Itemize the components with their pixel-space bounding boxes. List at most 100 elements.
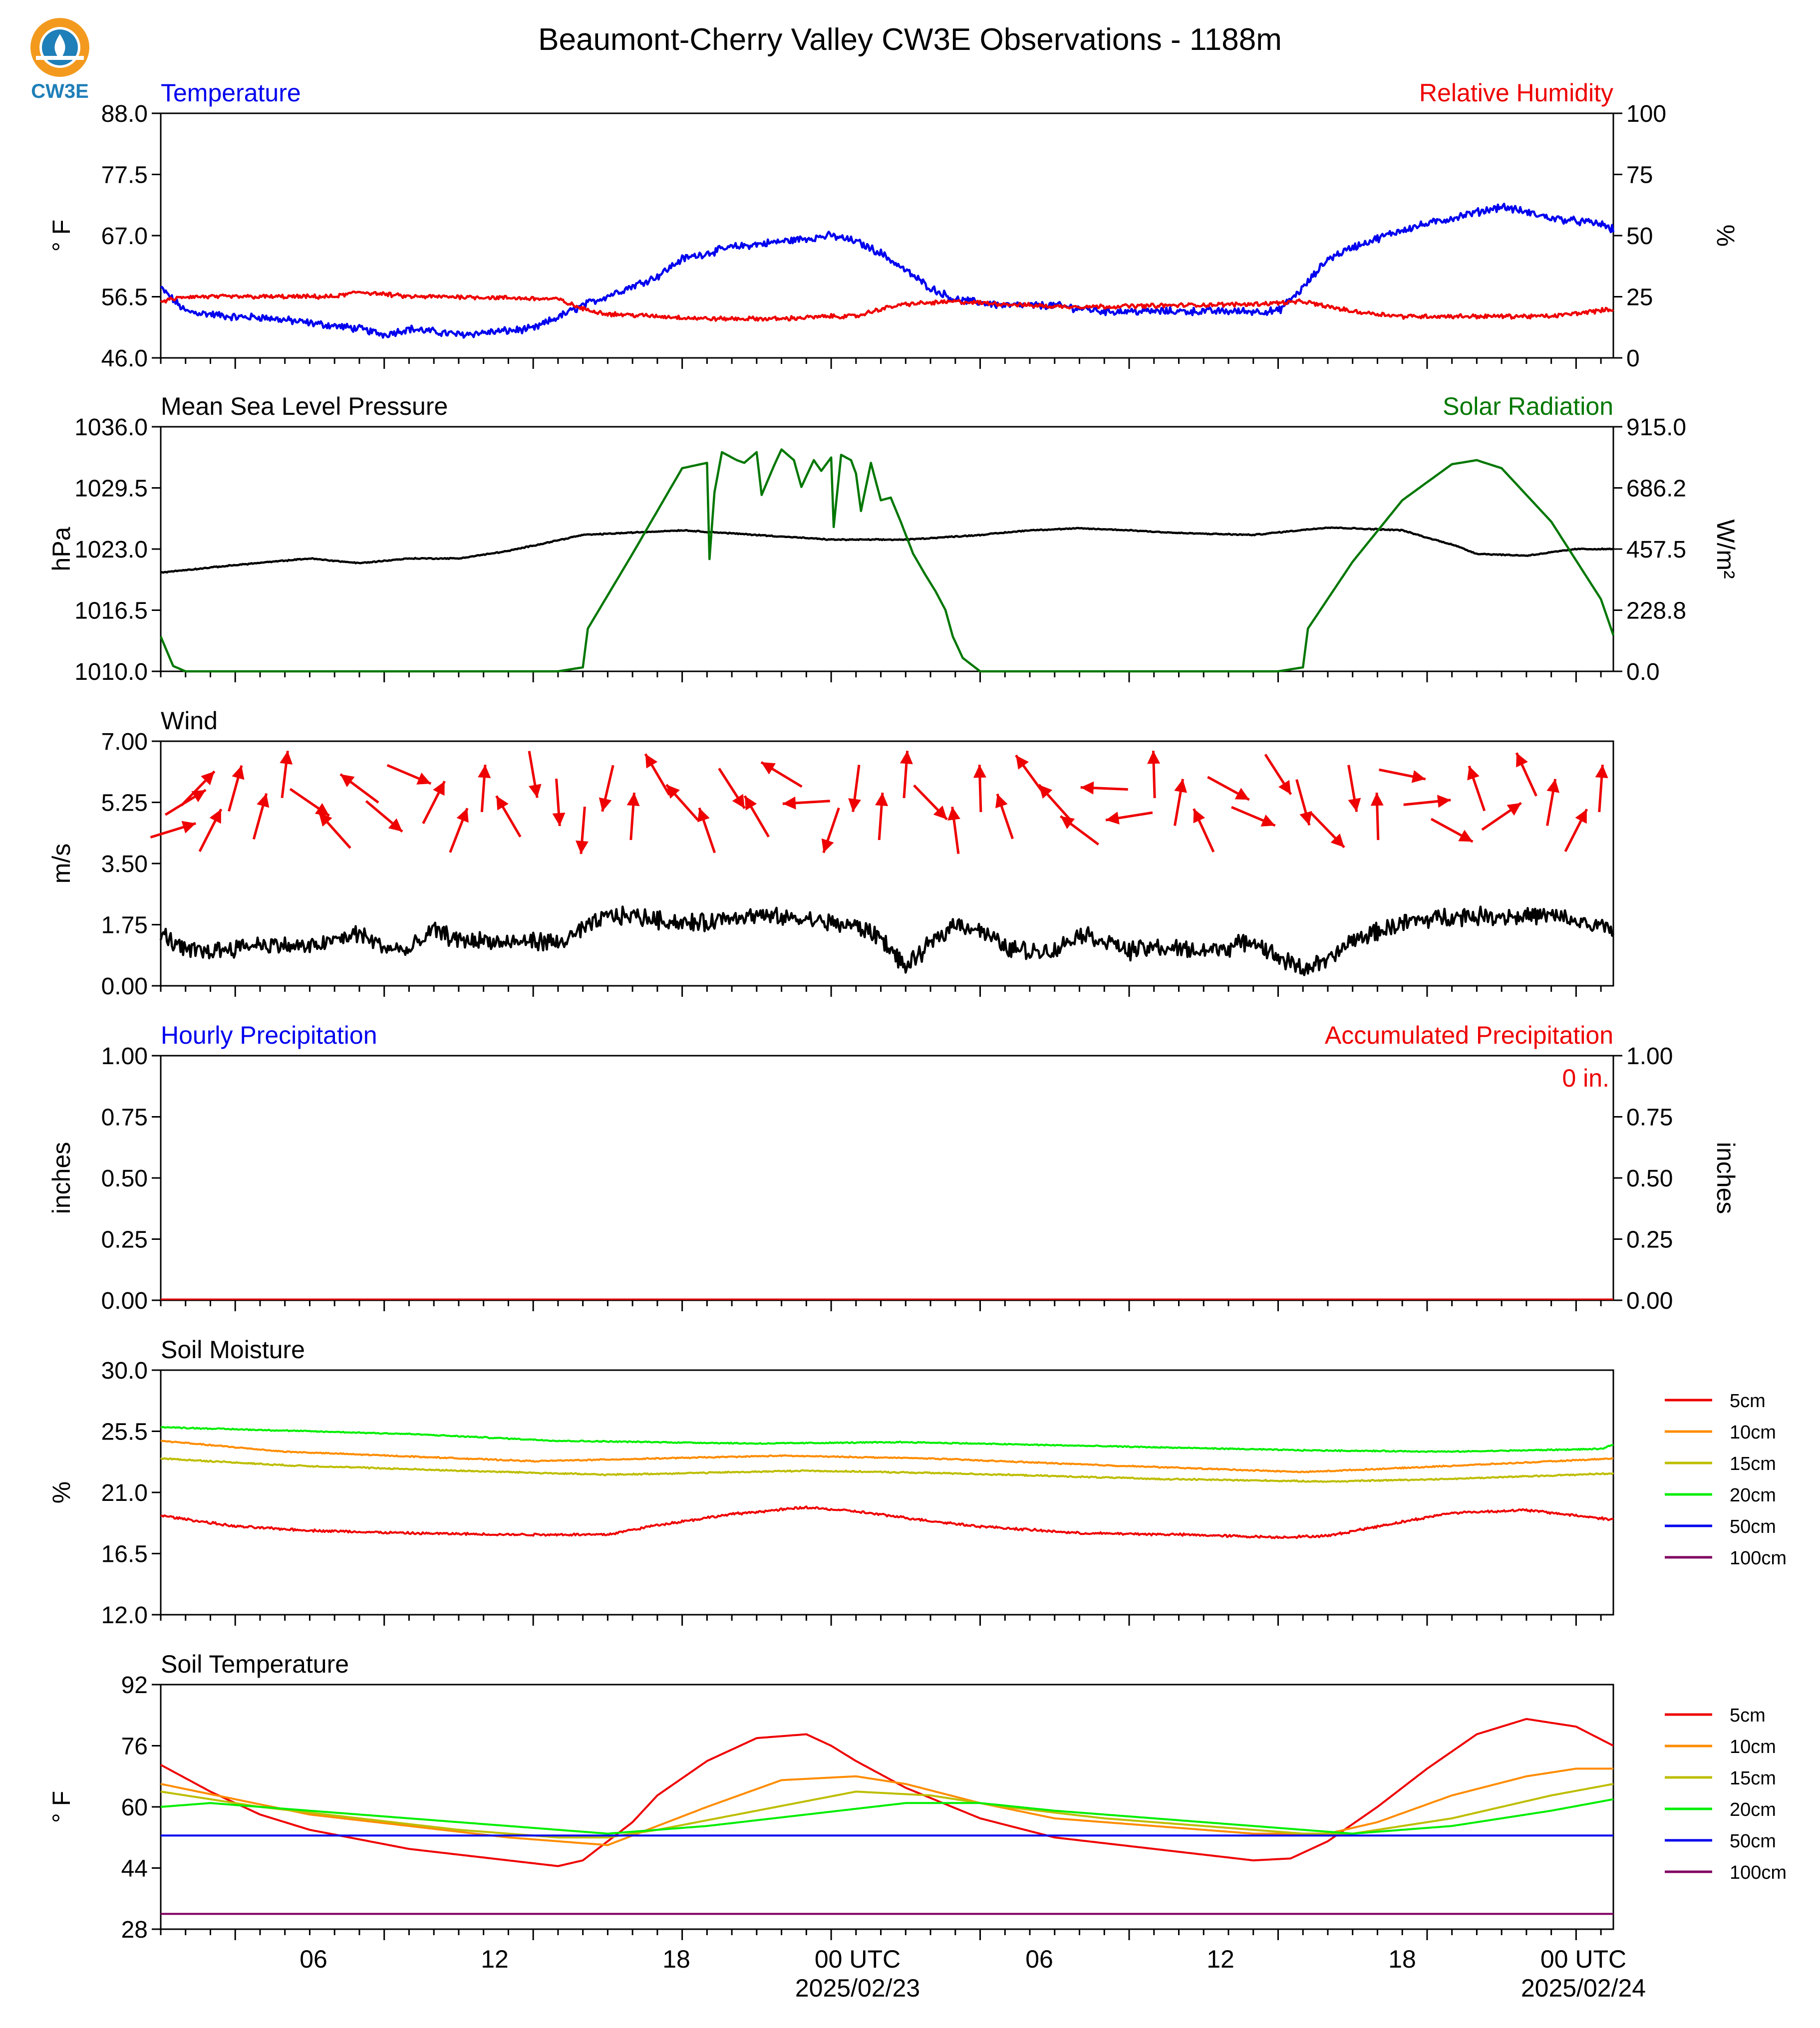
series-line-1: [160, 290, 1614, 322]
panel: 1.00 0.75 0.50 0.25 0.00 1.00 0.75 0.50 0.25 0.00…: [47, 1021, 1740, 1314]
time-tick-label: 06: [300, 1945, 327, 1973]
wind-arrow-head: [599, 797, 612, 812]
time-tick-label: 12: [1207, 1945, 1234, 1973]
wind-arrow-head: [433, 781, 445, 796]
y-tick-label-left: 0.50: [101, 1165, 148, 1192]
wind-arrow-head: [340, 774, 355, 787]
y-tick-label-left: 12.0: [101, 1602, 148, 1629]
y-tick-label-left: 76: [121, 1734, 148, 1760]
series-line-0: [160, 203, 1615, 339]
y-tick-label-left: 16.5: [101, 1541, 148, 1568]
legend-label: 100cm: [1730, 1862, 1787, 1883]
y-axis-label-left: m/s: [47, 844, 75, 884]
y-tick-label-left: 44: [121, 1856, 148, 1882]
time-tick-label: 06: [1025, 1945, 1053, 1973]
panel: 7.00 5.25 3.50 1.75 0.00 Wind m/s: [47, 707, 1614, 1000]
wind-arrow-head: [1016, 755, 1029, 770]
panel: 1036.0 1029.5 1023.0 1016.5 1010.0 915.0 686.2…: [47, 392, 1740, 685]
series-line-5cm: [160, 1505, 1614, 1539]
wind-arrow-head: [973, 765, 986, 778]
wind-arrow-head: [1147, 751, 1161, 764]
y-tick-label-left: 3.50: [101, 851, 148, 877]
y-tick-label-left: 1016.5: [74, 598, 148, 624]
y-tick-label-left: 92: [121, 1672, 148, 1699]
panel-title-right: Relative Humidity: [1419, 79, 1613, 107]
wind-arrow-head: [1039, 785, 1053, 799]
time-tick-label: 00 UTC: [815, 1945, 901, 1973]
wind-arrow-head: [478, 765, 491, 778]
legend-label: 20cm: [1730, 1799, 1776, 1820]
wind-arrow-head: [947, 807, 960, 821]
time-tick-label: 18: [662, 1945, 690, 1973]
wind-arrow-head: [314, 803, 329, 816]
y-tick-label-right: 0.50: [1626, 1165, 1673, 1192]
wind-arrow-head: [1174, 779, 1187, 793]
legend-label: 15cm: [1730, 1768, 1776, 1789]
legend-label: 10cm: [1730, 1737, 1776, 1757]
panels: 88.0 77.5 67.0 56.5 46.0 100 75 50 25 0 Temperatur…: [47, 79, 1787, 1943]
wind-arrow-head: [1370, 793, 1384, 806]
y-tick-label-left: 30.0: [101, 1358, 148, 1384]
y-tick-label-left: 7.00: [101, 729, 148, 755]
panel-title-right: Accumulated Precipitation: [1325, 1021, 1613, 1049]
y-tick-label-right: 25: [1626, 285, 1653, 311]
y-tick-label-right: 915.0: [1626, 414, 1686, 441]
wind-arrow-head: [1437, 795, 1451, 808]
legend-label: 5cm: [1730, 1705, 1766, 1726]
wind-arrow-head: [995, 794, 1008, 809]
series-line-10cm: [160, 1440, 1614, 1473]
y-axis-label-right: W/m²: [1712, 519, 1740, 579]
y-tick-label-left: 77.5: [101, 162, 148, 189]
wind-arrow-head: [1330, 833, 1344, 848]
wind-arrow-head: [1458, 830, 1473, 842]
wind-arrow-head: [1546, 779, 1560, 793]
accumulated-precip-label: 0 in.: [1562, 1064, 1609, 1092]
series-line-0: [160, 526, 1614, 574]
wind-arrow-head: [1467, 766, 1480, 781]
y-tick-label-left: 56.5: [101, 285, 148, 311]
panel: 30.0 25.5 21.0 16.5 12.0 Soil Moisture% 5cm 10c…: [47, 1336, 1787, 1629]
wind-arrow-head: [416, 772, 431, 785]
wind-arrow-head: [181, 821, 196, 834]
panel-title-left: Soil Temperature: [161, 1650, 349, 1678]
y-tick-label-left: 0.00: [101, 973, 148, 1000]
wind-arrow-head: [576, 840, 589, 854]
legend-label: 20cm: [1730, 1485, 1776, 1506]
legend: 5cm 10cm 15cm 20cm 50cm 100cm: [1665, 1391, 1787, 1569]
legend-label: 10cm: [1730, 1422, 1776, 1443]
wind-arrow-head: [1278, 780, 1291, 795]
y-tick-label-left: 25.5: [101, 1419, 148, 1446]
series-line-1: [159, 448, 1615, 673]
y-axis-label-right: %: [1712, 225, 1740, 247]
y-tick-label-left: 21.0: [101, 1480, 148, 1506]
wind-arrow-head: [257, 793, 270, 808]
y-tick-label-right: 0.25: [1626, 1227, 1673, 1253]
wind-arrow-head: [1507, 803, 1521, 816]
wind-arrow-head: [1234, 788, 1249, 800]
legend-label: 5cm: [1730, 1391, 1766, 1412]
y-axis-label-left: inches: [47, 1142, 75, 1214]
wind-arrow-head: [388, 818, 402, 832]
series-line-20cm: [160, 1426, 1614, 1453]
y-tick-label-right: 100: [1626, 101, 1666, 127]
y-tick-label-left: 1029.5: [74, 476, 148, 502]
wind-arrow-head: [900, 751, 913, 764]
wind-arrow-head: [761, 762, 776, 775]
wind-arrow-head: [1516, 753, 1528, 768]
y-tick-label-right: 0.75: [1626, 1105, 1673, 1131]
wind-arrow-head: [496, 796, 509, 811]
wind-arrow-head: [1348, 798, 1361, 812]
series-line-0: [159, 905, 1614, 976]
y-axis-label-left: hPa: [47, 527, 75, 571]
wind-arrow-head: [209, 809, 221, 824]
y-tick-label-left: 46.0: [101, 345, 148, 372]
wind-arrow-head: [280, 751, 293, 765]
panel-title-left: Temperature: [161, 79, 301, 107]
wind-arrow-head: [1575, 809, 1587, 824]
y-tick-label-left: 1023.0: [74, 537, 148, 563]
y-axis-label-left: ° F: [47, 220, 75, 252]
wind-arrow-head: [1193, 809, 1206, 824]
wind-arrow-head: [201, 771, 215, 786]
series-line-15cm: [160, 1457, 1614, 1483]
